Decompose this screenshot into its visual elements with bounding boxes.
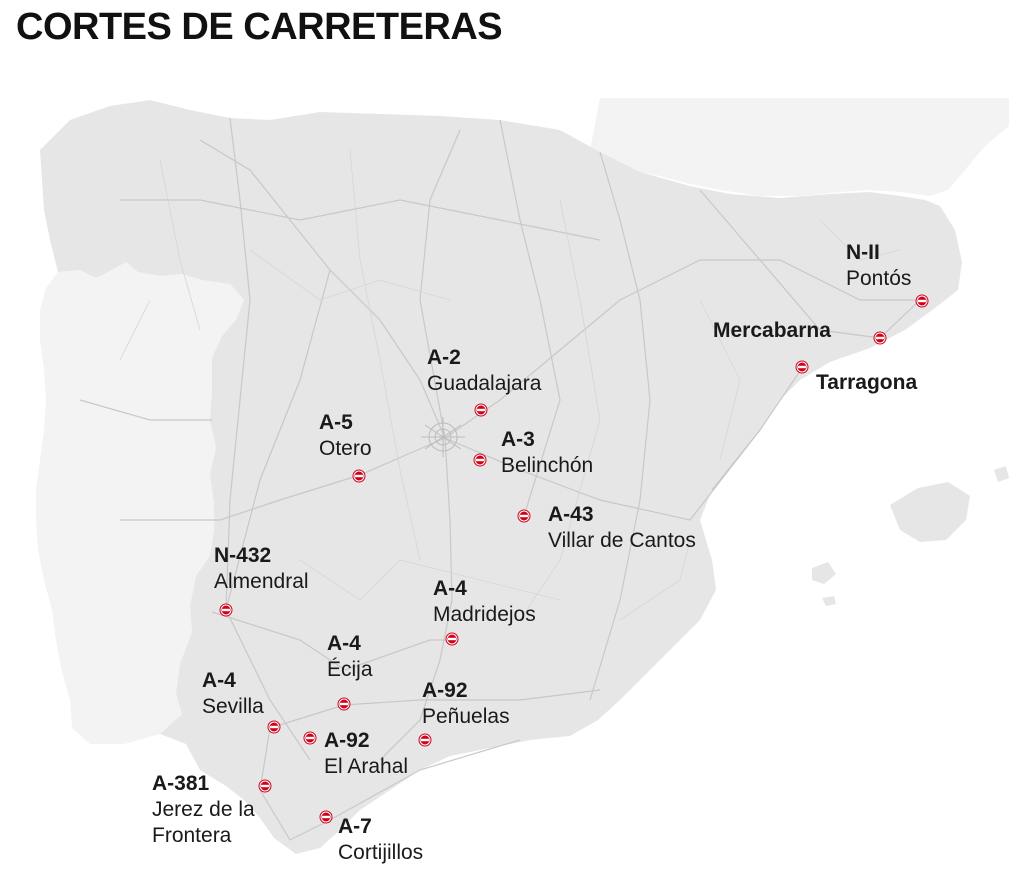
road-closed-icon[interactable]	[319, 810, 333, 824]
closure-label-a-2-guadalajara: A-2 Guadalajara	[427, 345, 541, 397]
road-closed-icon[interactable]	[267, 720, 281, 734]
road-closed-icon[interactable]	[795, 360, 809, 374]
road-network	[79, 117, 921, 841]
ibiza-land	[812, 562, 836, 584]
road-name: A-4	[433, 577, 467, 600]
road-name: A-92	[422, 679, 468, 702]
closure-label-a-43-villar: A-43 Villar de Cantos	[548, 502, 696, 554]
place-name: Tarragona	[816, 371, 918, 394]
place-name: Jerez de la Frontera	[152, 798, 255, 847]
closure-label-a-92-penuelas: A-92 Peñuelas	[422, 678, 510, 730]
closure-label-a-7-cortijillos: A-7 Cortijillos	[338, 814, 423, 866]
road-name: A-381	[152, 772, 210, 795]
closure-label-a-92-arahal: A-92 El Arahal	[324, 728, 408, 780]
closure-label-a-4-madridejos: A-4 Madridejos	[433, 576, 536, 628]
road-name: N-432	[214, 544, 272, 567]
place-name: Sevilla	[202, 695, 264, 718]
road-closed-icon[interactable]	[473, 453, 487, 467]
spain-land	[40, 100, 962, 854]
road-name: A-92	[324, 729, 370, 752]
road-name: A-7	[338, 815, 372, 838]
closure-label-n-432-almendral: N-432 Almendral	[214, 543, 309, 595]
formentera-land	[822, 596, 836, 606]
road-closed-icon[interactable]	[352, 469, 366, 483]
road-closed-icon[interactable]	[873, 331, 887, 345]
closure-label-a-5-otero: A-5 Otero	[319, 410, 372, 462]
mallorca-land	[890, 482, 970, 542]
closure-label-n-ii-pontos: N-II Pontós	[846, 240, 911, 292]
place-name: Cortijillos	[338, 841, 424, 864]
road-closed-icon[interactable]	[418, 733, 432, 747]
road-name: A-5	[319, 411, 353, 434]
place-name: Mercabarna	[713, 319, 831, 342]
road-closed-icon[interactable]	[517, 509, 531, 523]
menorca-land	[994, 466, 1009, 482]
closure-label-mercabarna: Mercabarna	[713, 318, 831, 344]
road-name: A-4	[202, 669, 236, 692]
closure-label-a-4-ecija: A-4 Écija	[327, 631, 373, 683]
place-name: Guadalajara	[427, 372, 542, 395]
road-name: A-2	[427, 346, 461, 369]
place-name: Peñuelas	[422, 705, 510, 728]
road-closed-icon[interactable]	[915, 294, 929, 308]
road-name: A-3	[501, 428, 535, 451]
place-name: Belinchón	[501, 454, 594, 477]
closure-label-a-381-jerez: A-381 Jerez de la Frontera	[152, 771, 282, 849]
map-title: CORTES DE CARRETERAS	[16, 6, 503, 48]
road-name: N-II	[846, 241, 880, 264]
road-closed-icon[interactable]	[474, 403, 488, 417]
minor-roads	[119, 149, 901, 621]
road-name: A-43	[548, 503, 594, 526]
place-name: Écija	[327, 658, 373, 681]
road-closed-icon[interactable]	[258, 779, 272, 793]
portugal-land	[36, 262, 244, 744]
place-name: Otero	[319, 437, 372, 460]
madrid-network	[421, 417, 465, 457]
place-name: Villar de Cantos	[548, 529, 696, 552]
road-closed-icon[interactable]	[445, 632, 459, 646]
place-name: El Arahal	[324, 755, 409, 778]
place-name: Madridejos	[433, 603, 536, 626]
closure-label-tarragona: Tarragona	[816, 370, 917, 396]
france-land	[590, 98, 1009, 196]
closure-label-a-4-sevilla: A-4 Sevilla	[202, 668, 264, 720]
closure-label-a-3-belinchon: A-3 Belinchón	[501, 427, 593, 479]
place-name: Almendral	[214, 570, 309, 593]
road-closed-icon[interactable]	[303, 731, 317, 745]
place-name: Pontós	[846, 267, 912, 290]
road-closed-icon[interactable]	[219, 603, 233, 617]
road-name: A-4	[327, 632, 361, 655]
road-closed-icon[interactable]	[337, 697, 351, 711]
